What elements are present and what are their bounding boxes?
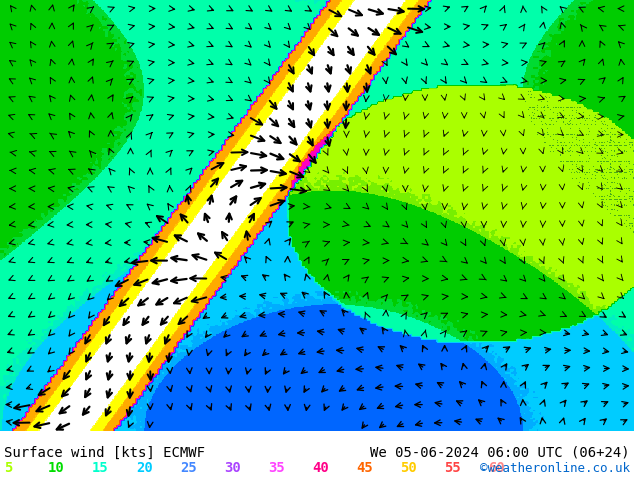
Text: 10: 10 [48,461,65,475]
Text: 15: 15 [92,461,109,475]
Text: 40: 40 [312,461,329,475]
Text: 55: 55 [444,461,461,475]
Text: 20: 20 [136,461,153,475]
Text: 35: 35 [268,461,285,475]
Text: 45: 45 [356,461,373,475]
Text: ©weatheronline.co.uk: ©weatheronline.co.uk [480,462,630,475]
Text: Surface wind [kts] ECMWF: Surface wind [kts] ECMWF [4,446,205,460]
Text: 50: 50 [400,461,417,475]
Text: 25: 25 [180,461,197,475]
Text: 5: 5 [4,461,13,475]
Text: We 05-06-2024 06:00 UTC (06+24): We 05-06-2024 06:00 UTC (06+24) [370,446,630,460]
Text: 30: 30 [224,461,241,475]
Text: 60: 60 [488,461,505,475]
